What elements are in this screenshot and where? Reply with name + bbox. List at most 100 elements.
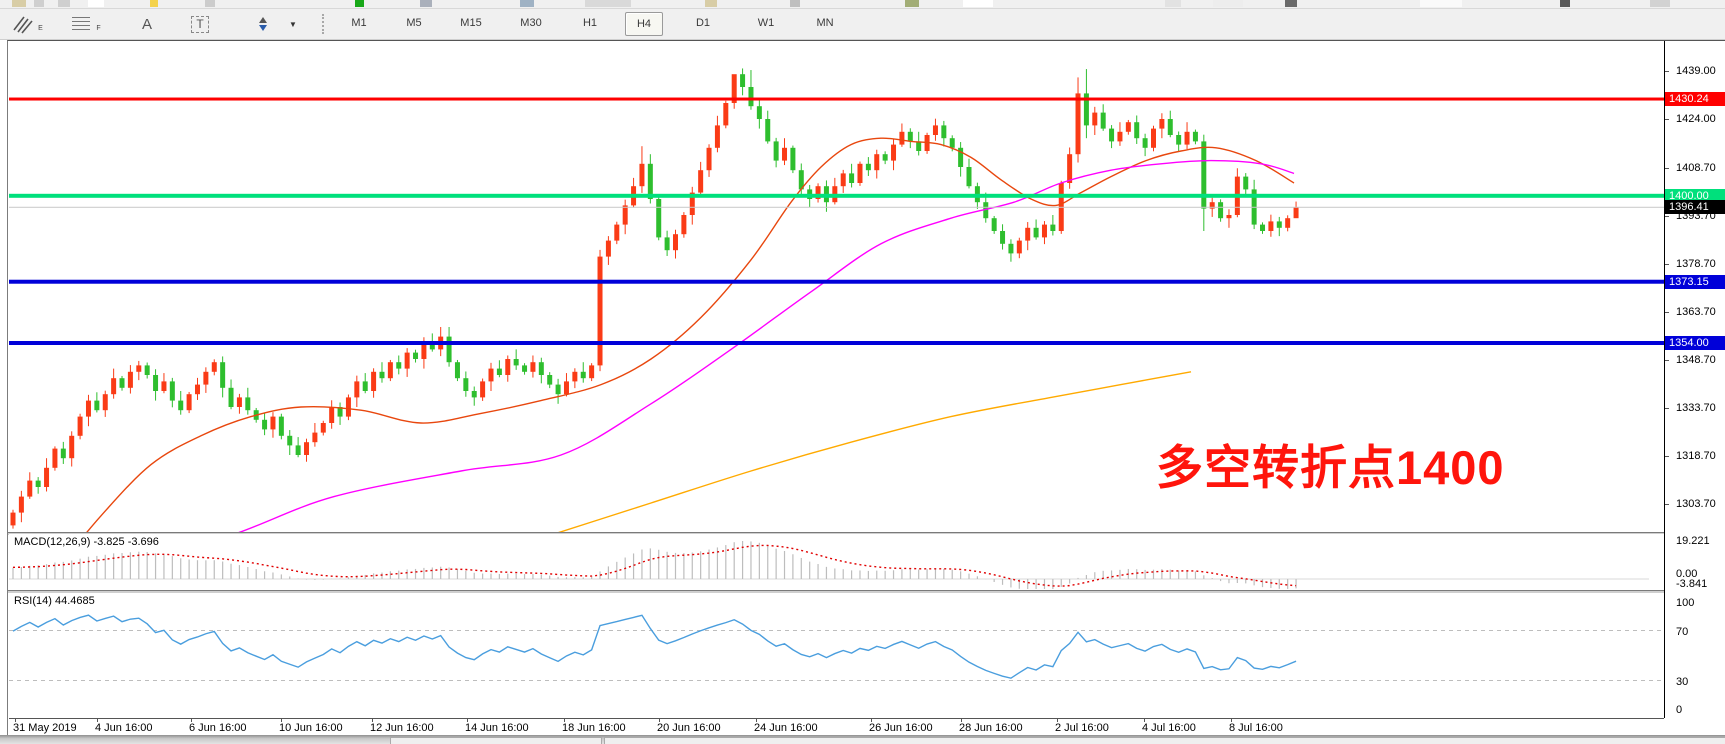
timeframe-button-h1[interactable]: H1 [582,17,598,29]
macd-label: MACD(12,26,9) -3.825 -3.696 [14,536,159,548]
time-label: 4 Jul 16:00 [1142,722,1196,734]
grid-icon[interactable]: F [68,12,104,36]
toolbar-fragment [58,0,70,7]
price-tick-label: 1363.70 [1665,306,1725,319]
axis-tick-mark [1665,119,1669,120]
timeframe-button-h4[interactable]: H4 [625,12,663,36]
rsi-chart-svg [9,614,1664,681]
toolbar-fragment [150,0,158,7]
price-axis-border [1664,41,1665,718]
time-label: 6 Jun 16:00 [189,722,247,734]
cropped-toolbar-strip [0,0,1725,9]
axis-tick-mark [1665,455,1669,457]
rsi-axis-label-30: 30 [1676,676,1689,688]
line-studies-icon[interactable]: E [8,12,46,36]
price-tick-label: 1439.00 [1665,65,1725,78]
toolbar-fragment [88,0,104,7]
candlestick-chart-svg [9,68,1664,532]
text-box-icon[interactable]: T [188,12,212,36]
toolbar-fragment [1285,0,1297,7]
rsi-axis-label-70: 70 [1676,626,1689,638]
price-badge-1373-15: 1373.15 [1665,274,1725,289]
toolbar-fragment [585,0,631,7]
toolbar-separator [322,14,324,34]
time-tick-mark [1231,719,1232,722]
toolbar-fragment [1165,0,1181,7]
rsi-axis-label-0: 0 [1676,704,1683,716]
timeframe-button-d1[interactable]: D1 [695,17,711,29]
chart-window: ▲ XAUUSD-,H4 1396.57 1397.91 1395.78 139… [7,40,1725,737]
toolbar-fragment [355,0,364,7]
macd-axis-current: -3.841 [1676,578,1708,590]
time-tick-mark [756,719,757,722]
toolbar-fragment [1420,0,1462,7]
status-segment [390,737,602,744]
price-tick-label: 1348.70 [1665,354,1725,367]
time-label: 12 Jun 16:00 [370,722,434,734]
time-tick-mark [191,719,192,722]
arrows-icon[interactable] [248,12,278,36]
time-label: 10 Jun 16:00 [279,722,343,734]
toolbar-fragment [1650,0,1670,7]
rsi-panel[interactable]: RSI(14) 44.4685 [9,593,1664,718]
time-label: 26 Jun 16:00 [869,722,933,734]
price-tick-label: 1333.70 [1665,402,1725,415]
price-tick-label: 1318.70 [1665,450,1725,463]
text-label-icon[interactable]: A [141,15,152,33]
time-tick-mark [281,719,282,722]
toolbar-fragment [790,0,800,7]
time-tick-mark [871,719,872,722]
time-tick-mark [1057,719,1058,722]
macd-panel[interactable]: MACD(12,26,9) -3.825 -3.696 [9,534,1664,589]
arrows-dropdown-icon[interactable]: ▼ [289,19,297,29]
price-badge-1354-00: 1354.00 [1665,336,1725,350]
timeframe-button-m30[interactable]: M30 [520,17,542,29]
toolbar-fragment [705,0,717,7]
chart-toolbar: E F A T ▼ M1 M5 M15 M30 H1 H4 D1 W1 MN [0,9,1725,40]
macd-axis-zero: 0.00 [1676,568,1698,580]
time-tick-mark [564,719,565,722]
price-tick-label: 1408.70 [1665,162,1725,175]
timeframe-button-m1[interactable]: M1 [351,17,367,29]
toolbar-fragment [420,0,432,7]
line-studies-sub: E [38,24,43,32]
time-label: 8 Jul 16:00 [1229,722,1283,734]
toolbar-fragment [520,0,534,7]
bottom-status-strip [0,735,1725,744]
rsi-label: RSI(14) 44.4685 [14,595,95,607]
time-label: 28 Jun 16:00 [959,722,1023,734]
toolbar-fragment [12,0,26,7]
chart-annotation-text: 多空转折点1400 [1156,441,1505,494]
time-label: 2 Jul 16:00 [1055,722,1109,734]
time-label: 14 Jun 16:00 [465,722,529,734]
timeframe-button-m5[interactable]: M5 [406,17,422,29]
axis-tick-mark [1665,407,1669,409]
time-tick-mark [659,719,660,722]
macd-axis-max: 19.221 [1676,535,1710,547]
axis-tick-mark [1665,263,1669,265]
toolbar-fragment [1560,0,1570,7]
axis-tick-mark [1665,359,1669,361]
timeframe-button-mn[interactable]: MN [816,17,834,29]
time-tick-mark [1144,719,1145,722]
price-badge-1396-41: 1396.41 [1665,200,1725,215]
toolbar-fragment [905,0,919,7]
time-tick-mark [97,719,98,722]
time-label: 24 Jun 16:00 [754,722,818,734]
time-tick-mark [15,719,16,722]
price-badge-1400-00: 1400.00 [1665,188,1725,203]
time-label: 31 May 2019 [13,722,77,734]
main-price-chart[interactable] [9,41,1664,532]
axis-tick-mark [1665,167,1669,169]
axis-tick-mark [1665,215,1669,217]
macd-chart-svg [9,541,1649,589]
time-axis: 31 May 2019 4 Jun 16:00 6 Jun 16:00 10 Jun … [9,718,1664,737]
time-tick-mark [467,719,468,722]
timeframe-button-w1[interactable]: W1 [757,17,775,29]
timeframe-button-m15[interactable]: M15 [460,17,482,29]
time-tick-mark [372,719,373,722]
toolbar-fragment [963,0,993,7]
time-label: 20 Jun 16:00 [657,722,721,734]
price-tick-label: 1424.00 [1665,113,1725,126]
